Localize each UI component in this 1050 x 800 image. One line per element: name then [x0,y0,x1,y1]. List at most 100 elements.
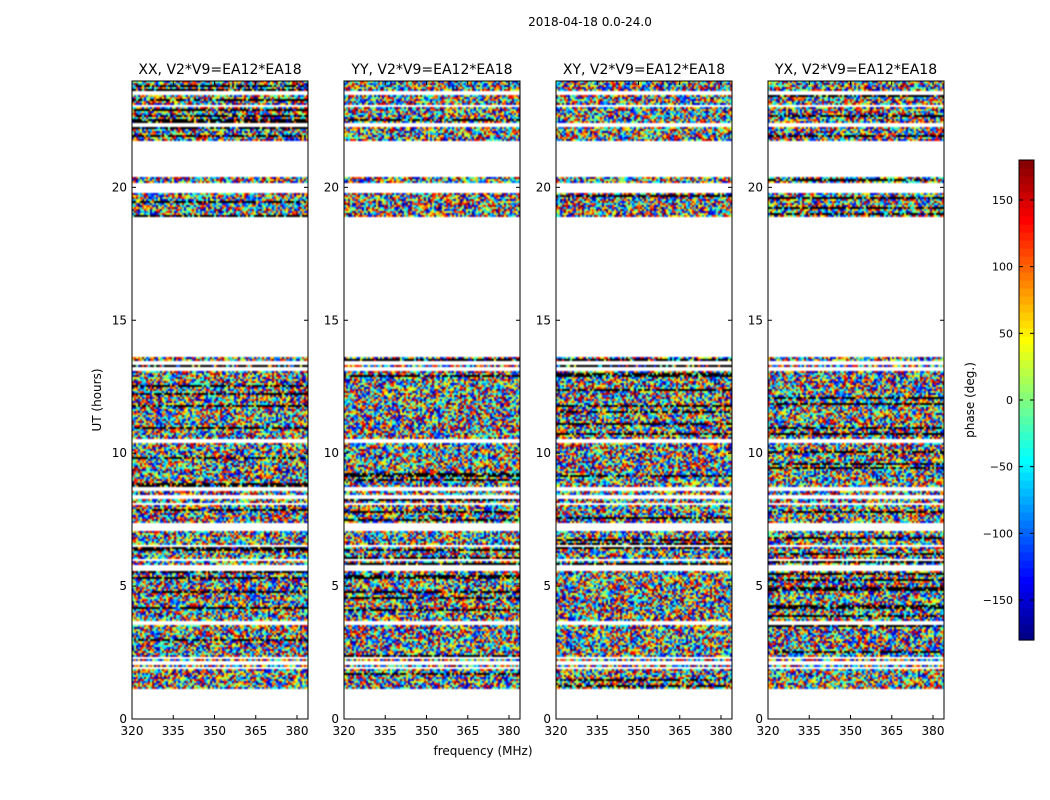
panel-xx: XX, V2*V9=EA12*EA18 320 335 350 365 380 0 5 10 15… [112,62,309,738]
phase-image [768,81,944,719]
colorbar-segment [1019,296,1034,305]
colorbar-segment [1019,384,1034,393]
colorbar-segment [1019,216,1034,225]
y-tick-label: 10 [748,446,763,460]
colorbar-segment [1019,472,1034,481]
x-tick-label: 365 [456,724,479,738]
colorbar-segment [1019,192,1034,201]
colorbar-segment [1019,568,1034,577]
colorbar-segment [1019,224,1034,233]
colorbar-segment [1019,208,1034,217]
colorbar-segment [1019,312,1034,321]
colorbar-segment [1019,456,1034,465]
colorbar-segment [1019,344,1034,353]
x-tick-label: 350 [203,724,226,738]
plot-frame [131,80,309,720]
colorbar-segment [1019,520,1034,529]
x-axis-label: frequency (MHz) [433,744,532,758]
colorbar-segment [1019,168,1034,177]
colorbar-segment [1019,480,1034,489]
colorbar-segment [1019,280,1034,289]
x-tick-label: 365 [668,724,691,738]
colorbar-segment [1019,600,1034,609]
x-tick-label: 335 [162,724,185,738]
panel-yx: YX, V2*V9=EA12*EA18 320 335 350 365 380 0 5 10 15… [748,62,945,738]
colorbar-segment [1019,608,1034,617]
y-tick-label: 15 [112,313,127,327]
colorbar-tick-label: −50 [990,461,1013,474]
y-tick-label: 5 [755,579,763,593]
x-tick-label: 335 [374,724,397,738]
y-tick-label: 0 [543,712,551,726]
y-tick-label: 10 [536,446,551,460]
y-tick-label: 5 [331,579,339,593]
colorbar-segment [1019,232,1034,241]
y-tick-label: 20 [324,180,339,194]
y-tick-label: 10 [112,446,127,460]
panel-xy: XY, V2*V9=EA12*EA18 320 335 350 365 380 0 5 10 15… [536,62,733,738]
y-tick-label: 5 [543,579,551,593]
colorbar-tick-label: 0 [1006,394,1013,407]
plot-frame [555,80,733,720]
colorbar-segment [1019,184,1034,193]
phase-image [556,81,732,719]
colorbar-tick-label: 150 [992,194,1013,207]
colorbar-segment [1019,536,1034,545]
colorbar-segment [1019,288,1034,297]
colorbar-segment [1019,632,1034,641]
y-tick-label: 0 [755,712,763,726]
colorbar-segment [1019,576,1034,585]
colorbar-segment [1019,408,1034,417]
colorbar-segment [1019,552,1034,561]
colorbar-segment [1019,336,1034,345]
colorbar-tick-label: 100 [992,261,1013,274]
colorbar-segment [1019,392,1034,401]
colorbar-segment [1019,200,1034,209]
colorbar-segment [1019,240,1034,249]
plot-frame [767,80,945,720]
phase-image [132,81,308,719]
x-tick-label: 320 [333,724,356,738]
colorbar-segment [1019,512,1034,521]
colorbar-tick-label: −100 [983,527,1013,540]
colorbar-segment [1019,400,1034,409]
colorbar: −150 −100 −50 0 50 100 150 [983,159,1035,641]
y-tick-label: 5 [119,579,127,593]
x-tick-label: 350 [415,724,438,738]
colorbar-segment [1019,504,1034,513]
x-tick-label: 365 [880,724,903,738]
colorbar-segment [1019,424,1034,433]
x-tick-label: 320 [545,724,568,738]
panel-title: XX, V2*V9=EA12*EA18 [138,62,301,78]
colorbar-segment [1019,440,1034,449]
plot-frame [343,80,521,720]
colorbar-tick-label: 50 [999,327,1013,340]
y-tick-label: 20 [112,180,127,194]
colorbar-segment [1019,624,1034,633]
colorbar-segment [1019,176,1034,185]
colorbar-segment [1019,360,1034,369]
x-tick-label: 380 [922,724,945,738]
colorbar-segment [1019,248,1034,257]
figure-title: 2018-04-18 0.0-24.0 [528,15,652,29]
panel-grid: XX, V2*V9=EA12*EA18 320 335 350 365 380 0 5 10 15… [112,62,945,738]
panel-title: YX, V2*V9=EA12*EA18 [774,62,937,78]
x-tick-label: 350 [839,724,862,738]
colorbar-segment [1019,328,1034,337]
colorbar-segment [1019,416,1034,425]
x-tick-label: 380 [286,724,309,738]
colorbar-segment [1019,264,1034,273]
panel-title: YY, V2*V9=EA12*EA18 [350,62,512,78]
colorbar-tick-label: −150 [983,594,1013,607]
colorbar-segment [1019,592,1034,601]
y-tick-label: 0 [331,712,339,726]
colorbar-segment [1019,584,1034,593]
colorbar-segment [1019,320,1034,329]
y-axis-label: UT (hours) [90,368,104,431]
x-tick-label: 365 [244,724,267,738]
x-tick-label: 380 [710,724,733,738]
panel-title: XY, V2*V9=EA12*EA18 [563,62,725,78]
colorbar-segment [1019,304,1034,313]
phase-image [344,81,520,719]
